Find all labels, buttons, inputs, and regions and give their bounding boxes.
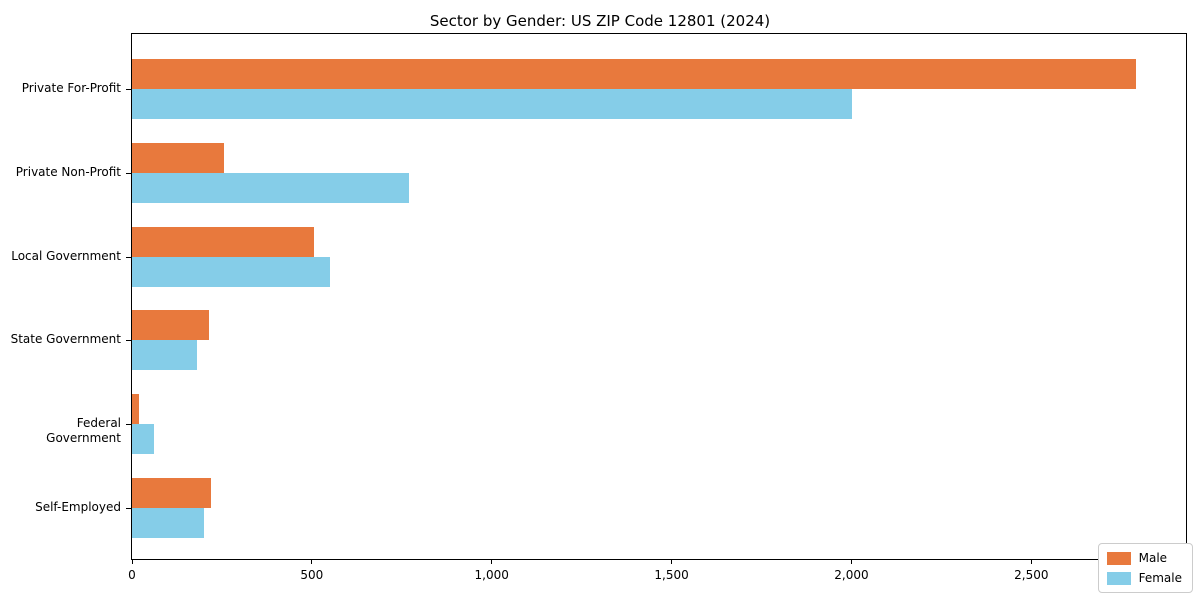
bar-male-federal-government bbox=[132, 394, 140, 425]
bar-female-self-employed bbox=[132, 508, 204, 538]
x-tick-label: 2,000 bbox=[834, 568, 869, 582]
x-tick-mark bbox=[311, 559, 313, 564]
y-tick-mark bbox=[126, 256, 131, 258]
x-tick-mark bbox=[850, 559, 852, 564]
bar-male-local-government bbox=[132, 226, 314, 257]
x-tick-label: 2,500 bbox=[1014, 568, 1049, 582]
x-tick-label: 0 bbox=[128, 568, 136, 582]
x-tick-mark bbox=[671, 559, 673, 564]
y-tick-label: Self-Employed bbox=[35, 500, 121, 514]
x-tick-label: 500 bbox=[300, 568, 324, 582]
bar-female-private-non-profit bbox=[132, 172, 409, 203]
y-tick-mark bbox=[126, 340, 131, 342]
y-tick-label: Private For-Profit bbox=[21, 81, 121, 95]
bar-female-private-for-profit bbox=[132, 89, 852, 119]
bar-male-private-non-profit bbox=[132, 142, 224, 173]
plot-area: Private For-Profit Private Non-Profit Loca… bbox=[11, 33, 1187, 582]
chart-title: Sector by Gender: US ZIP Code 12801 (202… bbox=[429, 12, 771, 30]
legend-label-male: Male bbox=[1138, 551, 1168, 565]
y-tick-label: State Government bbox=[10, 332, 121, 347]
bar-female-federal-government bbox=[132, 424, 154, 455]
bar-male-self-employed bbox=[132, 478, 212, 508]
y-tick-label: Local Government bbox=[11, 248, 121, 263]
legend: Male Female bbox=[1097, 543, 1193, 593]
bar-male-state-government bbox=[132, 310, 210, 341]
x-tick-mark bbox=[491, 559, 493, 564]
y-tick-mark bbox=[126, 424, 131, 426]
x-tick-mark bbox=[131, 559, 133, 564]
legend-label-female: Female bbox=[1138, 571, 1182, 585]
bar-female-local-government bbox=[132, 256, 330, 287]
x-tick-label: 1,500 bbox=[654, 568, 689, 582]
legend-swatch-female bbox=[1106, 571, 1131, 585]
y-tick-mark bbox=[126, 508, 131, 509]
bar-female-state-government bbox=[132, 340, 197, 371]
legend-item-male: Male bbox=[1106, 551, 1182, 565]
x-tick-mark bbox=[1030, 559, 1032, 564]
y-tick-label: Private Non-Profit bbox=[15, 164, 121, 179]
legend-item-female: Female bbox=[1106, 571, 1182, 585]
bar-male-private-for-profit bbox=[132, 59, 1136, 89]
x-tick-label: 1,000 bbox=[474, 568, 509, 582]
y-tick-label: Federal Government bbox=[46, 416, 121, 446]
y-tick-mark bbox=[126, 172, 131, 174]
legend-swatch-male bbox=[1106, 551, 1131, 565]
y-tick-mark bbox=[126, 89, 131, 90]
